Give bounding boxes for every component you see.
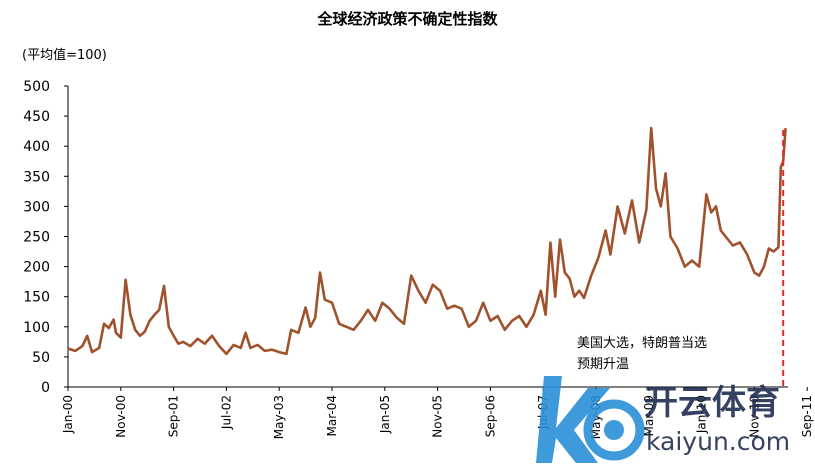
y-tick-label: 200	[23, 260, 50, 276]
x-tick-label: Sep-06	[483, 395, 497, 437]
x-tick-label: Sep-01	[167, 395, 181, 437]
x-tick-label: Jan-10	[695, 395, 709, 434]
x-tick-label: May-03	[272, 395, 286, 439]
y-tick-label: 350	[23, 169, 50, 185]
x-tick-label: Sep-11	[800, 395, 814, 437]
x-tick-label: Mar-04	[325, 395, 339, 436]
svg-text:kaiyun.com: kaiyun.com	[646, 427, 790, 456]
y-tick-label: 50	[32, 350, 50, 366]
x-tick-label: Jan-00	[61, 395, 75, 434]
y-tick-label: 400	[23, 139, 50, 155]
y-tick-label: 300	[23, 199, 50, 215]
x-tick-label: Jul-02	[219, 395, 233, 430]
x-tick-label: Mar-09	[642, 395, 656, 436]
y-tick-label: 100	[23, 320, 50, 336]
y-tick-label: 0	[41, 380, 50, 396]
y-tick-label: 450	[23, 109, 50, 125]
annotation-text: 美国大选，特朗普当选	[577, 336, 707, 351]
x-tick-label: Nov-05	[431, 395, 445, 438]
kaiyun-watermark-logo: 开云体育 kaiyun.com	[536, 376, 790, 463]
y-tick-label: 150	[23, 290, 50, 306]
series-line	[67, 126, 787, 356]
chart-title: 全球经济政策不确定性指数	[317, 10, 498, 28]
y-tick-label: 500	[23, 79, 50, 95]
annotation-text: 预期升温	[577, 357, 629, 372]
y-tick-label: 250	[23, 230, 50, 246]
x-tick-label: Nov-00	[114, 395, 128, 438]
x-tick-label: Nov-10	[747, 395, 761, 438]
svg-text:开云体育: 开云体育	[644, 383, 780, 423]
x-tick-label: Jan-05	[378, 395, 392, 434]
unit-label: (平均值=100)	[22, 48, 107, 63]
